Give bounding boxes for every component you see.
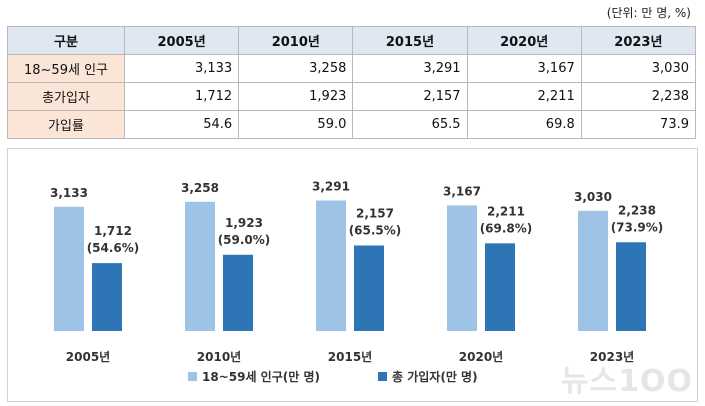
subscriber-bar [92,263,122,331]
table-cell: 73.9 [580,110,697,139]
subscriber-value-label: 2,211 [487,204,525,218]
subscriber-value-label: 1,712 [94,224,132,238]
x-tick-label: 2023년 [590,350,634,364]
population-value-label: 3,258 [181,181,219,195]
table-row: 18~59세 인구 3,133 3,258 3,291 3,167 3,030 [7,54,697,83]
table-cell: 1,923 [238,82,354,111]
unit-note: (단위: 만 명, %) [606,6,691,20]
x-tick-label: 2020년 [459,350,503,364]
subscriber-bar [354,245,384,331]
population-bar [54,206,84,331]
bar-chart: 3,133 1,712 (54.6%) 2005년 3,258 1,923 (59.0%) 2… [50,180,664,384]
table-cell: 65.5 [352,110,468,139]
table-cell: 2,238 [580,82,697,111]
table-row: 총가입자 1,712 1,923 2,157 2,211 2,238 [7,82,697,111]
subscriber-value-label: 2,157 [356,206,394,220]
header-cell: 2010년 [238,26,354,55]
legend-swatch-population [188,372,197,381]
data-table: 구분 2005년 2010년 2015년 2020년 2023년 18~59세 … [7,26,697,139]
header-cell: 2020년 [466,26,582,55]
population-bar [578,210,608,331]
subscriber-bar [223,254,253,331]
row-label: 가입률 [7,110,125,139]
subscription-rate-label: (65.5%) [349,223,402,237]
subscription-rate-label: (59.0%) [218,233,271,247]
population-bar [316,200,346,331]
row-label: 총가입자 [7,82,125,111]
table-cell: 69.8 [466,110,582,139]
watermark-logo: 뉴스1OO [560,364,693,399]
chart-frame: 3,133 1,712 (54.6%) 2005년 3,258 1,923 (59.0%) 2… [7,148,698,402]
table-cell: 54.6 [123,110,240,139]
table-cell: 3,133 [123,54,240,83]
table-cell: 2,157 [352,82,468,111]
population-value-label: 3,030 [574,190,612,204]
population-value-label: 3,133 [50,186,88,200]
table-cell: 2,211 [466,82,582,111]
subscriber-bar [616,242,646,331]
subscriber-value-label: 1,923 [225,216,263,230]
table-cell: 3,291 [352,54,468,83]
table-cell: 3,258 [238,54,354,83]
x-tick-label: 2010년 [197,350,241,364]
header-cell: 2015년 [352,26,468,55]
subscription-rate-label: (54.6%) [87,241,140,255]
header-cell: 2023년 [580,26,697,55]
x-tick-label: 2015년 [328,350,372,364]
table-cell: 3,030 [580,54,697,83]
subscription-rate-label: (73.9%) [611,220,664,234]
population-value-label: 3,167 [443,184,481,198]
legend-label-subscribers: 총 가입자(만 명) [392,369,478,384]
table-row: 가입률 54.6 59.0 65.5 69.8 73.9 [7,110,697,139]
population-bar [185,201,215,331]
header-cell: 2005년 [123,26,240,55]
row-label: 18~59세 인구 [7,54,125,83]
population-value-label: 3,291 [312,180,350,194]
legend-label-population: 18~59세 인구(만 명) [202,369,320,384]
subscriber-bar [485,243,515,331]
subscriber-value-label: 2,238 [618,203,656,217]
table-cell: 1,712 [123,82,240,111]
table-header-row: 구분 2005년 2010년 2015년 2020년 2023년 [7,26,697,55]
population-bar [447,205,477,331]
legend-swatch-subscribers [378,372,387,381]
x-tick-label: 2005년 [66,350,110,364]
header-cell: 구분 [7,26,125,55]
subscription-rate-label: (69.8%) [480,221,533,235]
table-cell: 3,167 [466,54,582,83]
table-cell: 59.0 [238,110,354,139]
